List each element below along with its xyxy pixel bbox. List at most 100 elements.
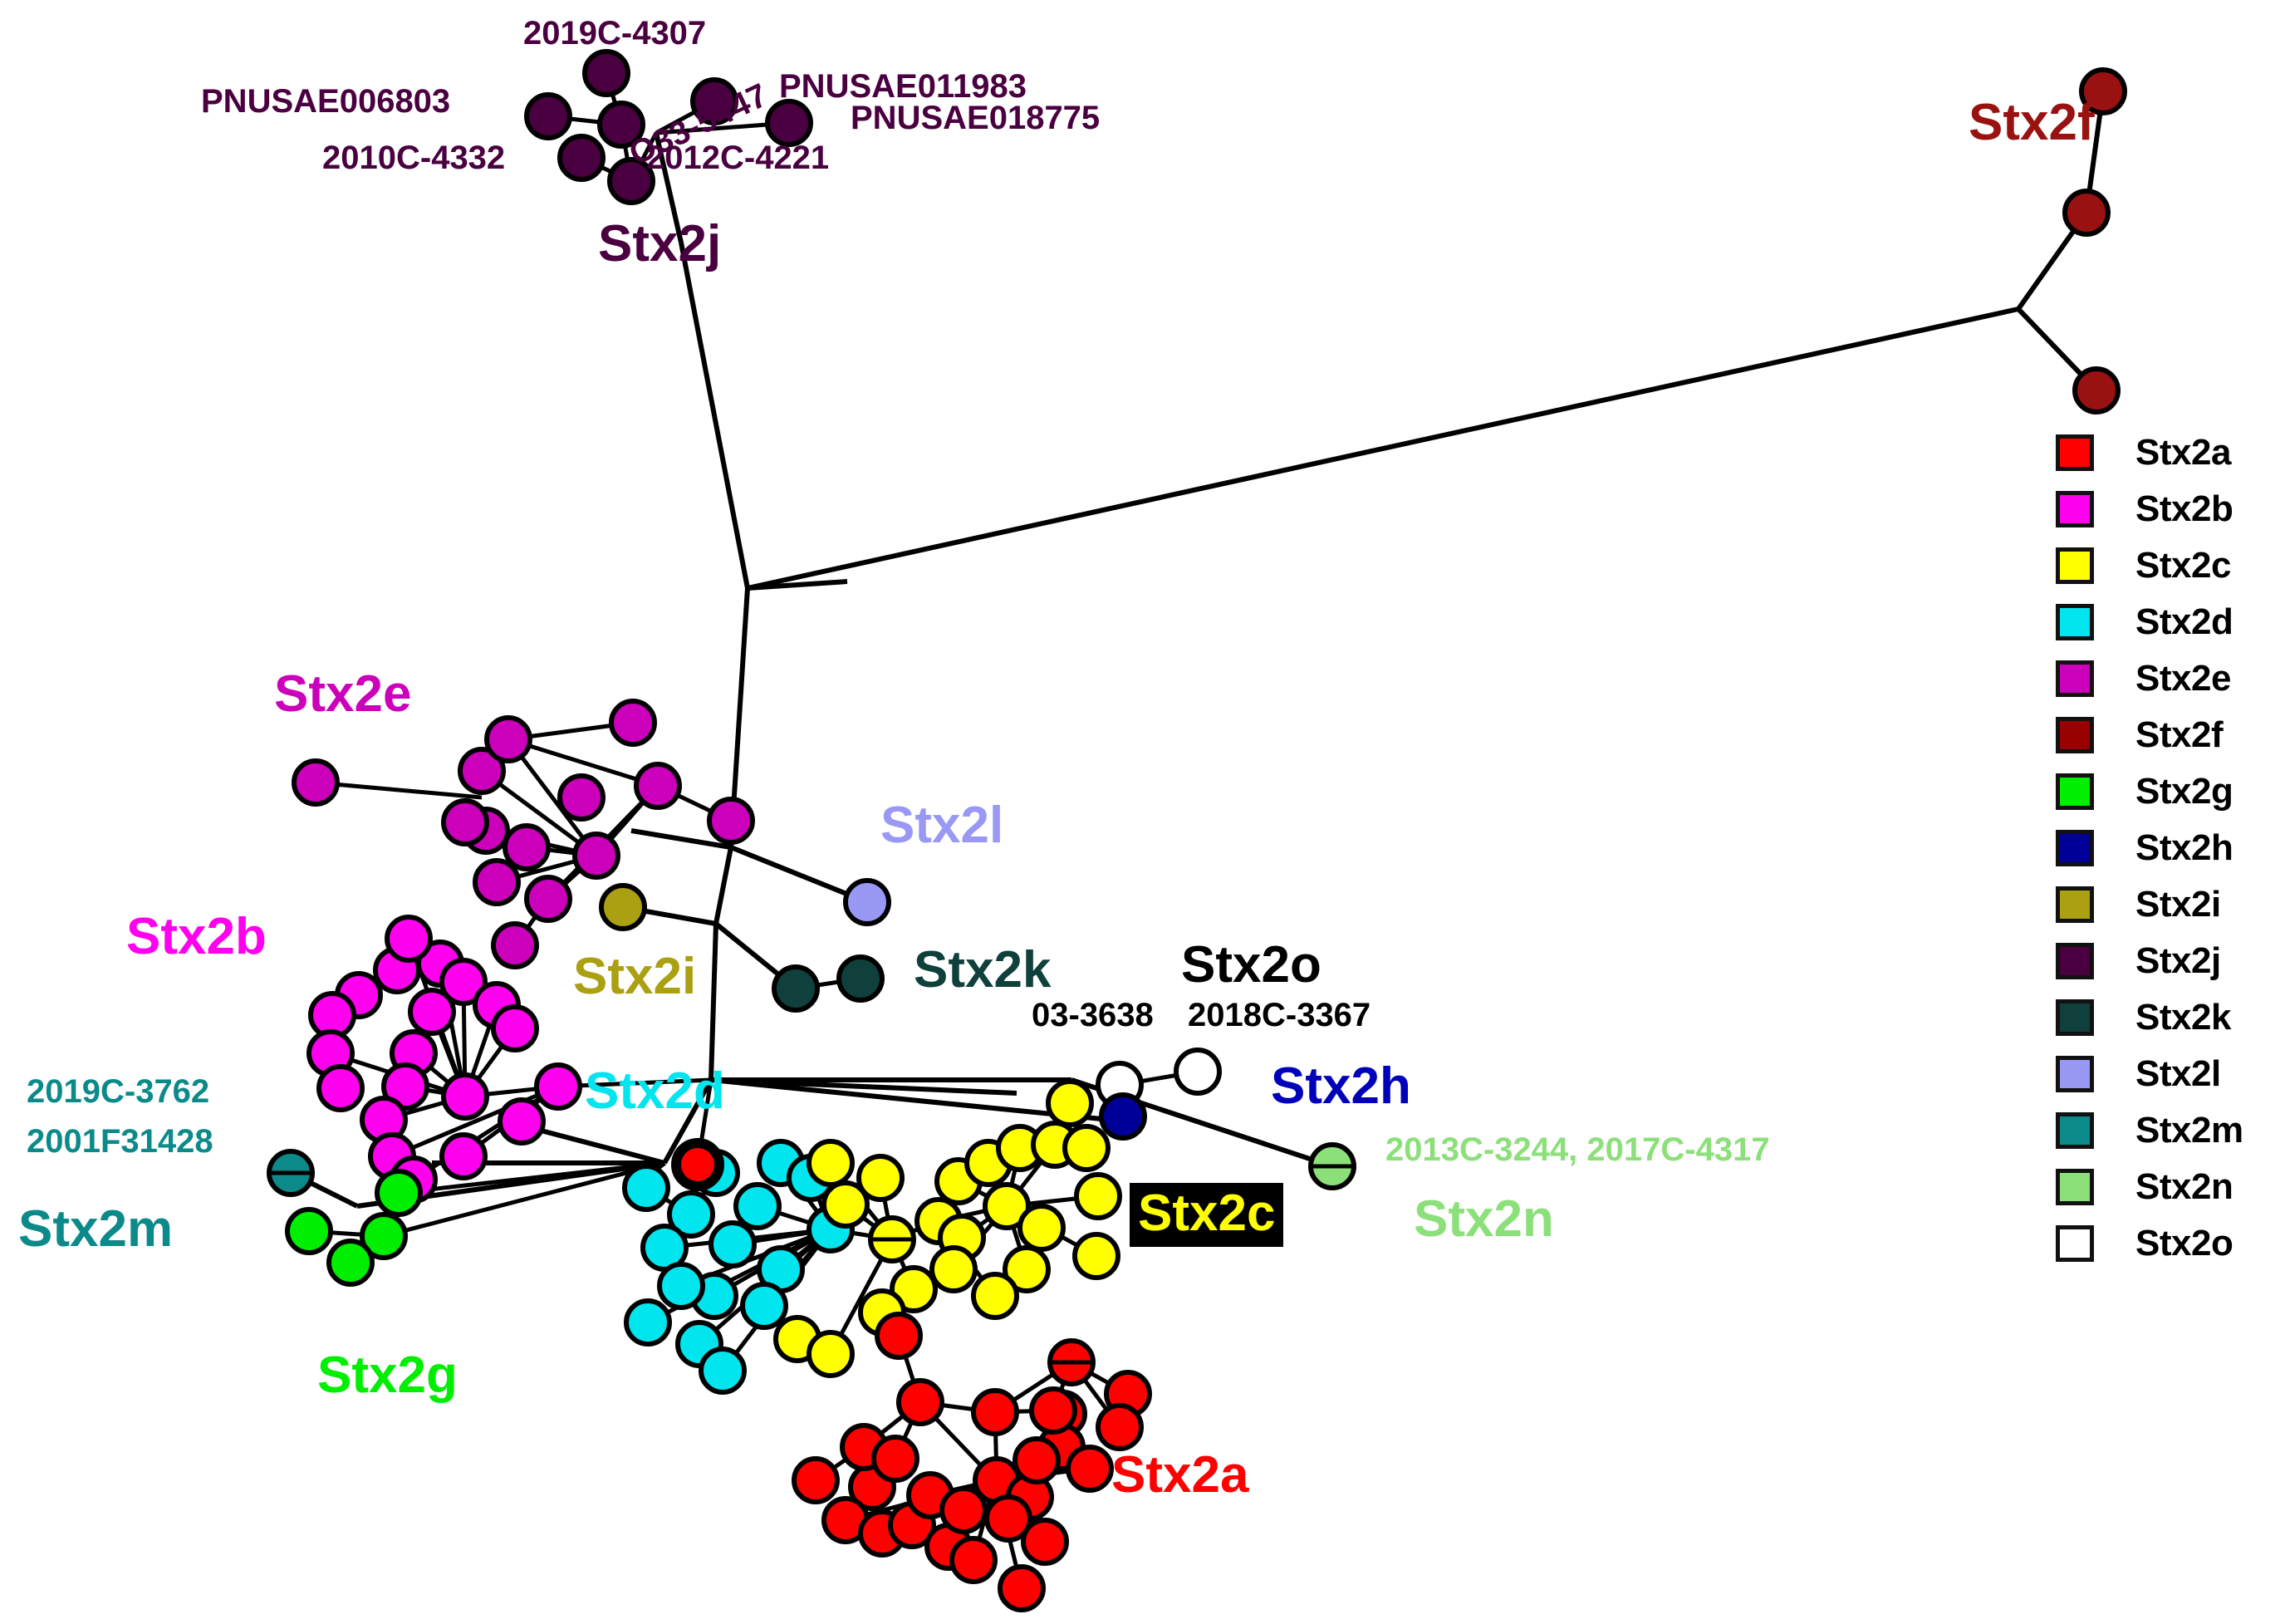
- legend-row-stx2a[interactable]: Stx2a: [2056, 432, 2231, 473]
- network-node[interactable]: [983, 1182, 1031, 1230]
- network-node[interactable]: [856, 1154, 905, 1202]
- network-node[interactable]: [607, 157, 655, 205]
- legend-row-stx2l[interactable]: Stx2l: [2056, 1053, 2221, 1095]
- network-node[interactable]: [385, 915, 433, 963]
- network-node[interactable]: [1013, 1436, 1061, 1484]
- network-node[interactable]: [707, 797, 755, 845]
- network-node[interactable]: [843, 878, 891, 926]
- network-node[interactable]: [896, 1378, 944, 1426]
- network-node[interactable]: [1017, 1204, 1066, 1252]
- network-node[interactable]: [821, 1180, 870, 1229]
- network-node[interactable]: [890, 1265, 938, 1313]
- network-node[interactable]: [1046, 1079, 1094, 1127]
- network-node[interactable]: [624, 1298, 672, 1347]
- network-node[interactable]: [2072, 366, 2121, 415]
- legend-row-stx2b[interactable]: Stx2b: [2056, 488, 2233, 530]
- network-node[interactable]: [667, 1190, 715, 1239]
- network-node[interactable]: [836, 954, 885, 1003]
- network-node[interactable]: [599, 883, 647, 931]
- network-node[interactable]: [1174, 1048, 1222, 1096]
- cluster-label-stx2g: Stx2g: [317, 1347, 458, 1404]
- network-node[interactable]: [634, 762, 682, 810]
- legend-row-stx2c[interactable]: Stx2c: [2056, 545, 2231, 586]
- network-node[interactable]: [534, 1062, 582, 1111]
- legend-row-stx2o[interactable]: Stx2o: [2056, 1223, 2233, 1264]
- network-node[interactable]: [524, 92, 572, 140]
- network-node[interactable]: [503, 823, 551, 871]
- network-node[interactable]: [971, 1388, 1019, 1436]
- cluster-nodes-stx2k: [772, 954, 885, 1013]
- legend-row-stx2i[interactable]: Stx2i: [2056, 884, 2221, 925]
- network-node[interactable]: [1096, 1403, 1144, 1451]
- network-node[interactable]: [699, 1347, 747, 1395]
- network-node[interactable]: [2062, 189, 2111, 237]
- network-node[interactable]: [491, 1004, 539, 1052]
- network-node[interactable]: [984, 1494, 1032, 1543]
- network-node[interactable]: [458, 747, 506, 795]
- network-node[interactable]: [597, 101, 645, 149]
- network-node[interactable]: [807, 1330, 855, 1378]
- network-node[interactable]: [807, 1139, 855, 1187]
- legend-row-stx2h[interactable]: Stx2h: [2056, 827, 2233, 869]
- network-node[interactable]: [484, 715, 532, 763]
- network-node[interactable]: [772, 964, 820, 1013]
- legend-row-stx2j[interactable]: Stx2j: [2056, 940, 2221, 982]
- network-node[interactable]: [1003, 1245, 1051, 1293]
- network-node[interactable]: [740, 1282, 788, 1330]
- legend-label-stx2g: Stx2g: [2135, 771, 2233, 812]
- legend-row-stx2d[interactable]: Stx2d: [2056, 601, 2233, 643]
- network-node[interactable]: [441, 1072, 489, 1121]
- network-node[interactable]: [929, 1245, 978, 1293]
- network-node[interactable]: [1066, 1445, 1114, 1493]
- network-node[interactable]: [690, 77, 738, 125]
- network-node[interactable]: [657, 1262, 705, 1310]
- network-node[interactable]: [572, 832, 620, 880]
- network-node[interactable]: [326, 1239, 375, 1287]
- network-node[interactable]: [285, 1207, 333, 1255]
- legend-row-stx2f[interactable]: Stx2f: [2056, 714, 2224, 756]
- legend-row-stx2e[interactable]: Stx2e: [2056, 658, 2231, 699]
- network-node[interactable]: [439, 958, 488, 1006]
- strain-pnusae018775: PNUSAE018775: [851, 100, 1101, 136]
- legend-row-stx2n[interactable]: Stx2n: [2056, 1166, 2233, 1208]
- network-node[interactable]: [292, 758, 340, 807]
- network-node[interactable]: [875, 1312, 923, 1360]
- network-node[interactable]: [381, 1062, 429, 1111]
- network-node[interactable]: [582, 49, 630, 97]
- network-node[interactable]: [998, 1564, 1046, 1612]
- network-node[interactable]: [1099, 1092, 1147, 1141]
- network-node[interactable]: [524, 875, 572, 923]
- network-node[interactable]: [709, 1220, 757, 1268]
- legend-row-stx2g[interactable]: Stx2g: [2056, 771, 2233, 812]
- network-node[interactable]: [1062, 1124, 1111, 1172]
- network-node[interactable]: [609, 699, 657, 747]
- network-node[interactable]: [792, 1456, 840, 1504]
- network-node[interactable]: [473, 858, 521, 906]
- network-node[interactable]: [1029, 1386, 1077, 1435]
- network-node[interactable]: [1074, 1172, 1122, 1220]
- network-node[interactable]: [408, 988, 456, 1036]
- network-node[interactable]: [949, 1536, 998, 1584]
- network-node[interactable]: [1072, 1232, 1120, 1280]
- network-node[interactable]: [375, 1169, 423, 1217]
- network-node[interactable]: [498, 1097, 546, 1146]
- network-node[interactable]: [439, 1132, 488, 1180]
- network-node[interactable]: [360, 1212, 408, 1260]
- network-node[interactable]: [939, 1486, 988, 1534]
- network-node[interactable]: [733, 1182, 782, 1230]
- legend-row-stx2m[interactable]: Stx2m: [2056, 1110, 2243, 1151]
- network-node[interactable]: [441, 798, 489, 846]
- network-node[interactable]: [765, 99, 813, 147]
- legend-swatch-stx2n: [2056, 1169, 2094, 1205]
- network-node[interactable]: [871, 1435, 919, 1483]
- network-node[interactable]: [557, 773, 606, 822]
- legend-row-stx2k[interactable]: Stx2k: [2056, 997, 2231, 1038]
- network-node[interactable]: [491, 921, 539, 969]
- network-node[interactable]: [2079, 67, 2127, 115]
- network-node[interactable]: [971, 1272, 1019, 1320]
- network-node[interactable]: [1021, 1518, 1069, 1566]
- network-node[interactable]: [622, 1164, 670, 1212]
- network-node[interactable]: [557, 134, 606, 182]
- network-node[interactable]: [671, 1138, 724, 1191]
- network-node[interactable]: [316, 1064, 365, 1112]
